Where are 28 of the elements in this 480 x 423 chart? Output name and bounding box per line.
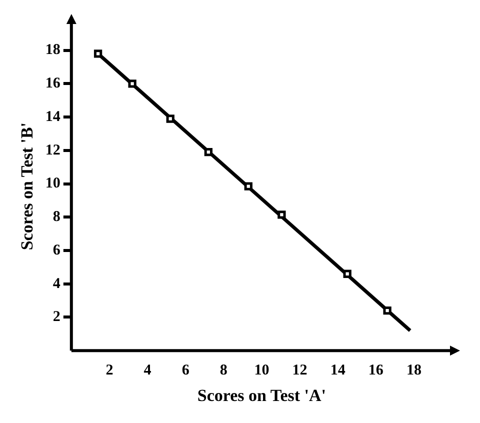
- y-tick-label: 10: [45, 176, 60, 192]
- y-tick-label: 6: [52, 242, 61, 258]
- x-tick-label: 6: [182, 362, 190, 378]
- x-tick-label: 18: [406, 362, 422, 378]
- y-tick-label: 16: [45, 76, 61, 92]
- y-tick-label: 2: [52, 309, 60, 326]
- x-tick-label: 4: [144, 362, 152, 378]
- x-tick-label: 16: [368, 362, 384, 378]
- point: [244, 182, 252, 190]
- point: [383, 306, 392, 315]
- point: [94, 50, 102, 58]
- x-tick-label: 14: [330, 362, 346, 378]
- point: [128, 80, 136, 88]
- y-tick-label: 4: [52, 276, 61, 292]
- point: [343, 270, 352, 278]
- y-tick-label: 12: [45, 142, 60, 158]
- y-tick-label: 14: [45, 108, 61, 125]
- point: [278, 210, 286, 219]
- y-tick-label: 18: [45, 42, 60, 58]
- x-tick-label: 2: [106, 362, 114, 378]
- y-tick-label: 8: [52, 209, 60, 226]
- x-tick-label: 12: [292, 362, 308, 378]
- point: [204, 148, 212, 156]
- point: [166, 114, 174, 123]
- x-tick-label: 10: [254, 362, 270, 378]
- x-axis-title: Scores on Test 'A': [197, 386, 326, 406]
- y-axis-title: Scores on Test 'B': [18, 122, 37, 250]
- x-tick-label: 8: [220, 362, 228, 378]
